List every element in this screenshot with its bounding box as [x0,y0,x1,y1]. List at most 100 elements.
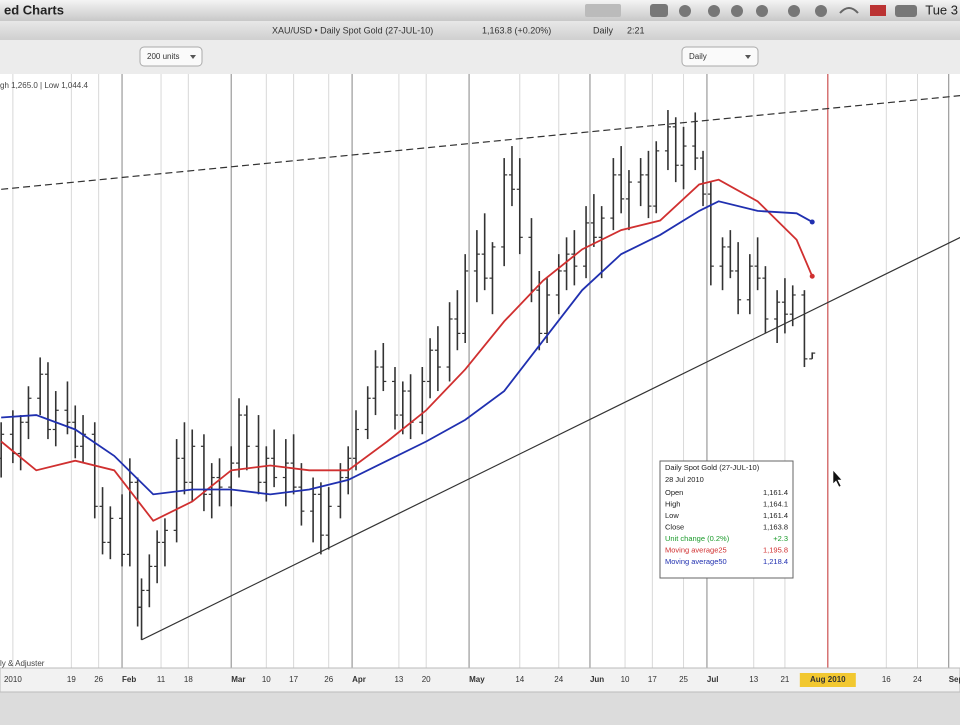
x-tick-label: 24 [913,675,922,684]
x-tick-label: 26 [94,675,103,684]
ohlc-bar [544,278,551,344]
ohlc-bar [380,343,387,392]
menubar [0,0,960,21]
tooltip-value: 1,218.4 [763,557,788,566]
ohlc-bar [754,237,761,291]
ohlc-bar [508,146,515,207]
x-tick-label: 17 [289,675,298,684]
ohlc-bar [462,254,469,344]
ohlc-bar [208,463,215,519]
status-icons [585,4,917,17]
ohlc-bar [555,254,562,315]
ohlc-bar [119,494,126,567]
chart-note: ly & Adjuster [0,659,45,668]
ohlc-bar [181,422,188,495]
ohlc-bar [37,357,44,416]
tooltip-value: 1,161.4 [763,511,788,520]
ohlc-bar [516,158,523,255]
ohlc-bar [618,146,625,214]
x-tick-label: May [469,675,485,684]
ohlc-bar [391,367,398,430]
range-label: gh 1,265.0 | Low 1,044.4 [0,81,88,90]
ohlc-bar [372,350,379,416]
time: 2:21 [627,25,645,35]
x-tick-label: 26 [324,675,333,684]
x-tick-label: 11 [157,675,166,684]
ohlc-bar [325,487,332,550]
ohlc-bar [99,487,106,555]
ohlc-bar [610,158,617,231]
x-tick-label: Sep [949,675,960,684]
x-tick-label: 24 [554,675,563,684]
x-tick-label: Aug 2010 [810,675,846,684]
ohlc-bar [255,415,262,495]
plot-area [0,74,960,668]
ohlc-bar [282,439,289,507]
ohlc-bar [399,381,406,435]
period: Daily [593,25,614,35]
mouse-cursor [832,469,843,488]
ohlc-bar [692,112,699,171]
ohlc-bar [236,398,243,478]
ohlc-bar [290,434,297,495]
price: 1,163.8 (+0.20%) [482,25,551,35]
ohlc-bar [446,302,453,382]
dropdown-label[interactable]: Daily [689,52,707,61]
range-dropdown[interactable]: 200 units [139,46,203,67]
x-tick-label: Apr [352,675,366,684]
ohlc-bar [809,352,816,360]
ohlc-bar [801,290,808,368]
ohlc-bar [637,158,644,207]
ohlc-bar [571,230,578,286]
tooltip-label: Moving average25 [665,545,727,554]
tooltip-value: 1,163.8 [763,522,788,531]
ohlc-bar [44,362,51,440]
ohlc-bar [419,367,426,435]
ohlc-bar [107,506,114,560]
tooltip-label: Low [665,511,679,520]
symbol-title: XAU/USD • Daily Spot Gold (27-JUL-10) [272,25,433,35]
ohlc-bar [590,194,597,247]
tooltip-label: Unit change (0.2%) [665,534,730,543]
clock: Tue 3 [925,2,958,17]
tooltip-label: Open [665,488,683,497]
line-end-dot [809,273,815,279]
x-tick-label: 13 [749,675,758,684]
ohlc-bar [563,237,570,291]
ohlc-bar [680,126,687,190]
interval-dropdown[interactable]: Daily [681,46,759,67]
dropdown-label[interactable]: 200 units [147,52,179,61]
x-tick-label: 10 [621,675,630,684]
tooltip: Daily Spot Gold (27-JUL-10) 28 Jul 2010 … [659,460,794,579]
ohlc-bar [263,446,270,502]
x-tick-label: 13 [394,675,403,684]
ohlc-bar [337,463,344,519]
ohlc-bar [52,391,59,447]
ohlc-bar [161,518,168,567]
x-tick-highlight [799,673,856,687]
ohlc-bar [271,429,278,488]
dropdown-box[interactable] [139,46,203,67]
ohlc-bar [243,405,250,471]
ohlc-bar [353,410,360,471]
moving-average-line [0,178,814,522]
x-tick-label: Jul [707,675,719,684]
ohlc-bar [91,422,98,519]
ohlc-bar [625,170,632,231]
line-end-dot [809,219,815,225]
ohlc-bar [473,230,480,303]
x-tick-label: Mar [231,675,245,684]
ohlc-bar [0,422,5,478]
ohlc-bar [228,446,235,507]
ohlc-bar [653,141,660,214]
dropdown-box[interactable] [681,46,759,67]
ohlc-bar [200,434,207,512]
ohlc-bar [645,150,652,219]
x-tick-label: Feb [122,675,136,684]
dropdown-arrow [190,55,196,59]
trendline [1,95,960,190]
ohlc-bar [454,290,461,351]
trendline [141,236,960,641]
ohlc-bar [216,458,223,507]
